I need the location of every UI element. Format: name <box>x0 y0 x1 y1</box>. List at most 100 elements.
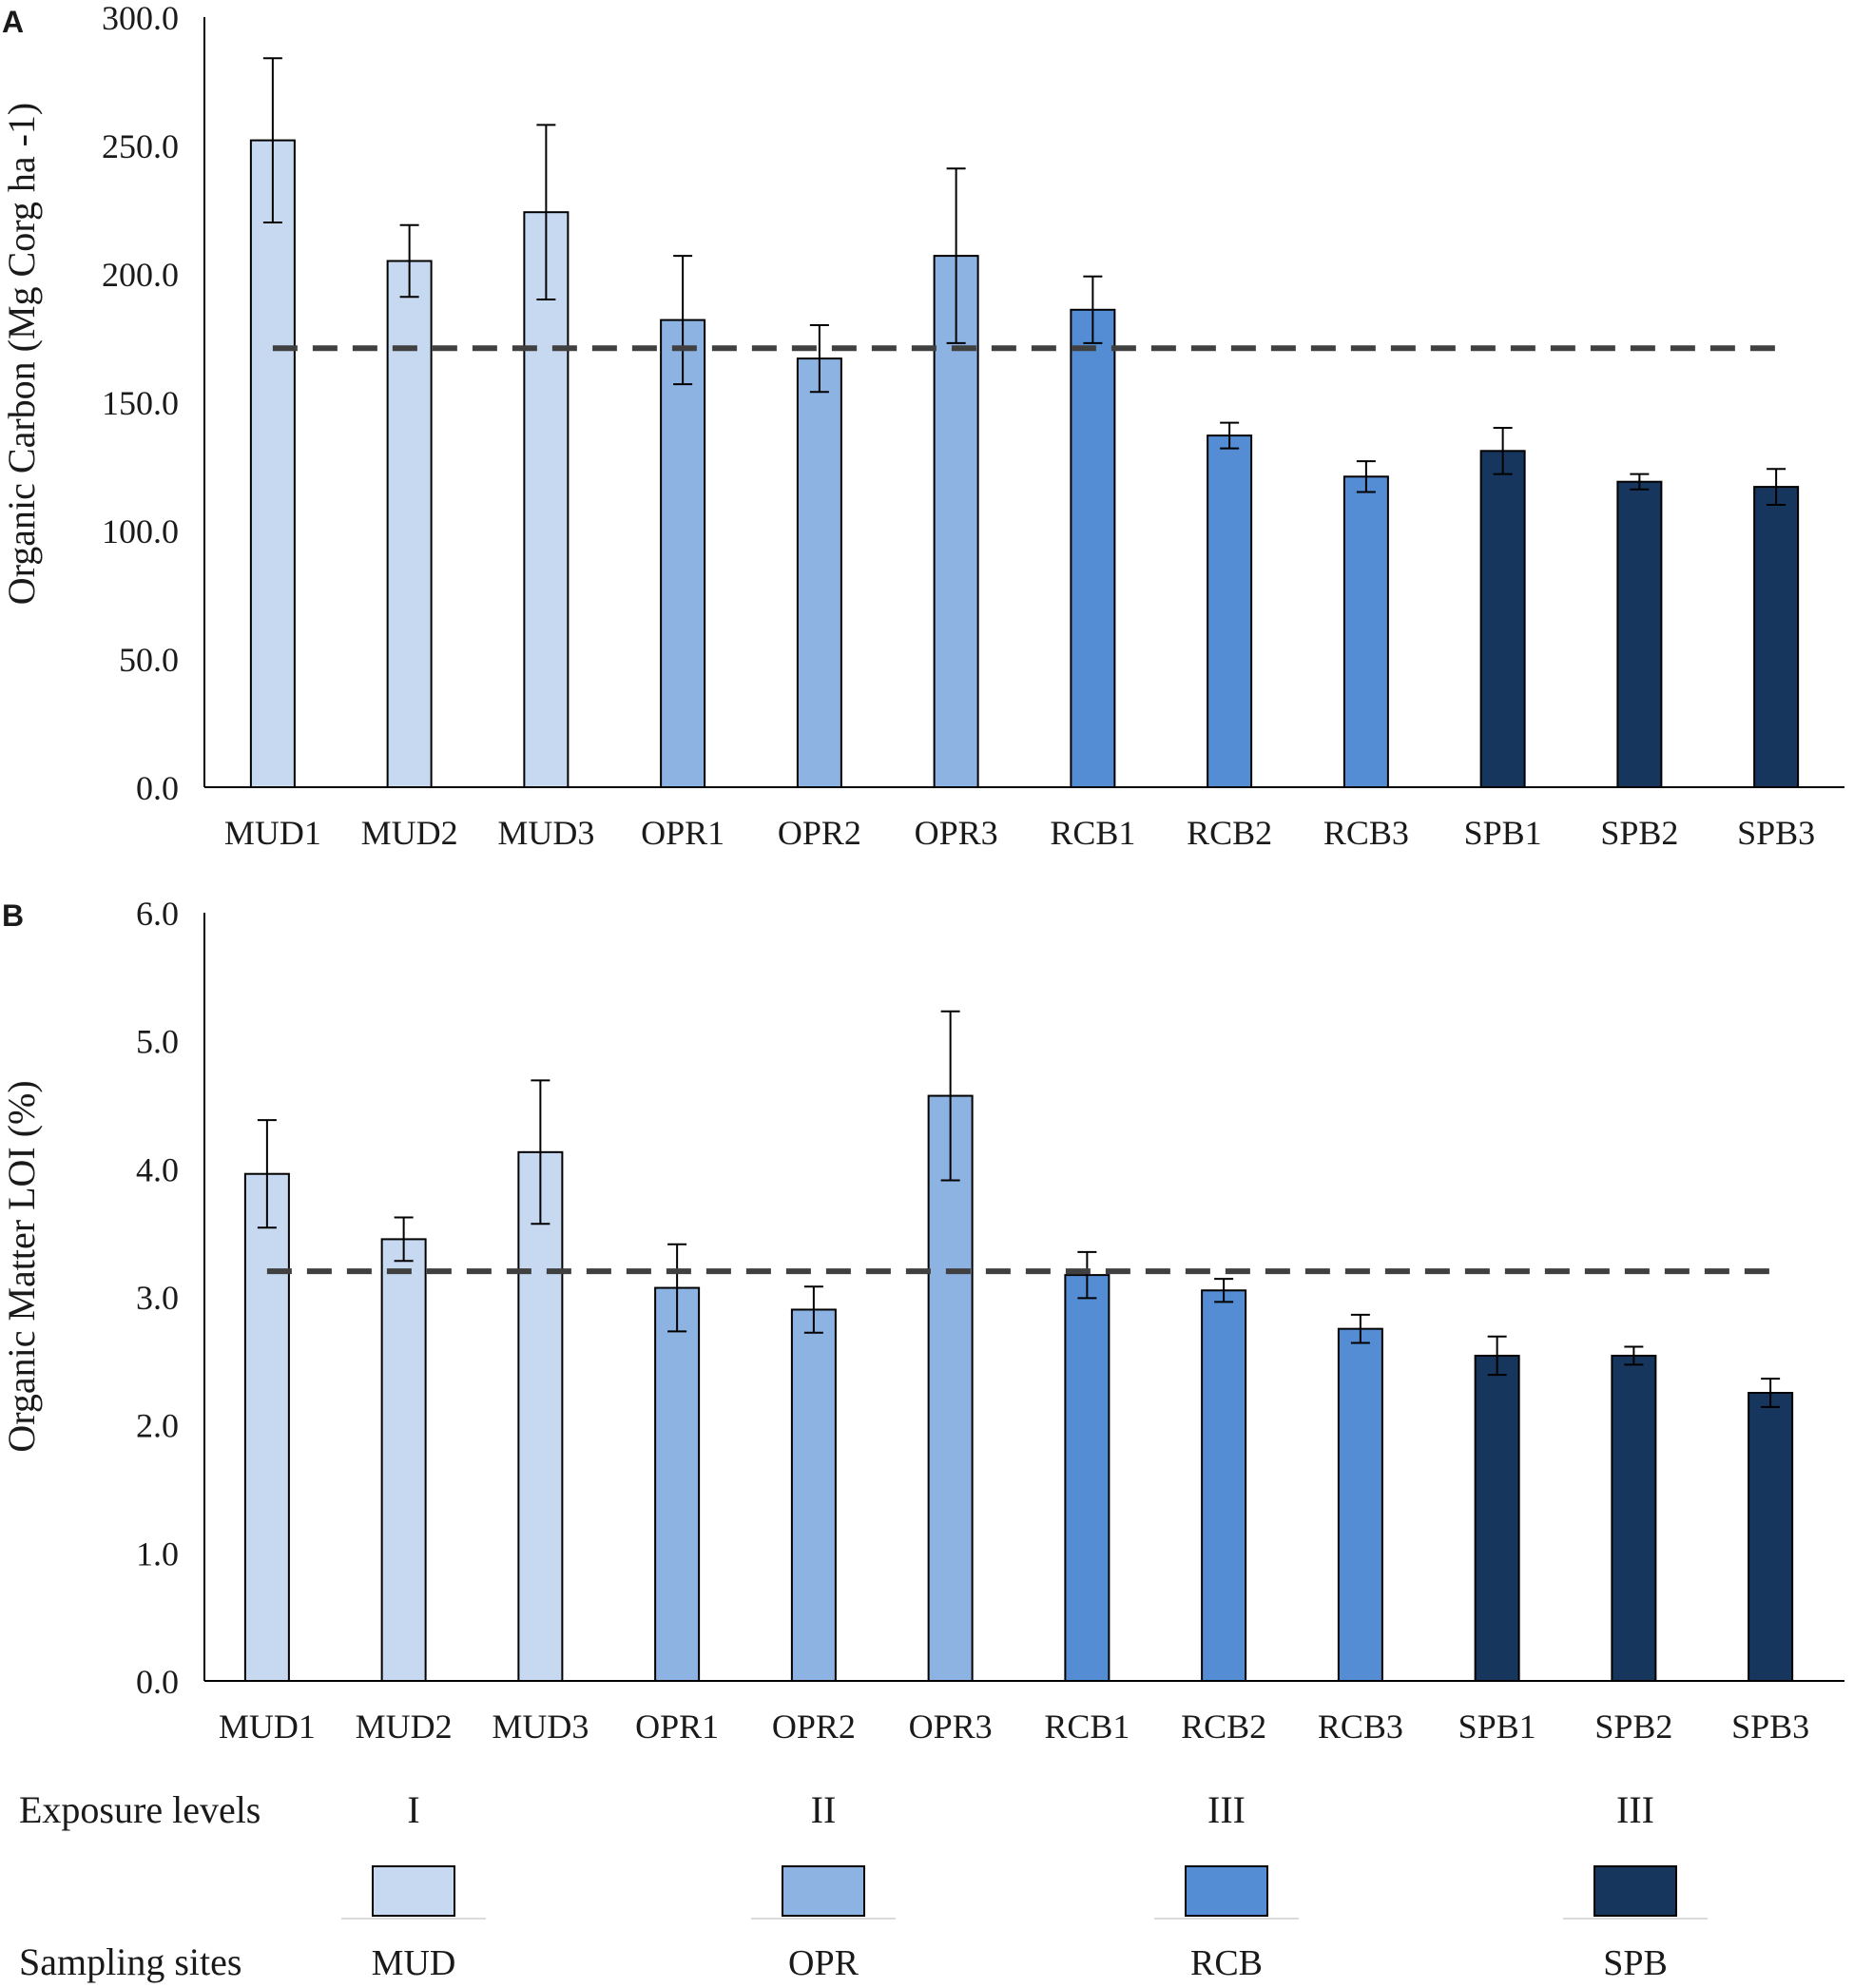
exposure-level-2: II <box>811 1788 837 1831</box>
x-tick-label: RCB3 <box>1318 1708 1403 1746</box>
error-bar-spb3 <box>1767 468 1786 506</box>
panel-b-chart: B Organic Matter LOI (%) 0.0 1.0 2.0 3.0 4.0… <box>0 895 1844 1746</box>
error-bar-mud2 <box>399 223 419 299</box>
error-bar-rcb2 <box>1214 1278 1234 1303</box>
y-tick-label: 200.0 <box>102 256 179 294</box>
x-tick-label: MUD3 <box>492 1708 589 1746</box>
panel-b-letter: B <box>2 898 24 933</box>
y-tick-label: 3.0 <box>136 1279 179 1317</box>
bar-spb2 <box>1611 1354 1657 1682</box>
x-tick-label: MUD1 <box>224 814 321 852</box>
exposure-level-3: III <box>1207 1788 1246 1831</box>
x-tick-label: OPR2 <box>772 1708 856 1746</box>
x-tick-label: OPR1 <box>641 814 724 852</box>
error-bar-rcb1 <box>1077 1250 1097 1300</box>
bar-rcb3 <box>1337 1327 1383 1682</box>
error-bar-rcb2 <box>1220 421 1240 450</box>
exposure-level-1: I <box>407 1788 419 1831</box>
error-bar-mud3 <box>531 1079 550 1226</box>
bar-rcb2 <box>1207 434 1253 788</box>
x-tick-label: SPB1 <box>1458 1708 1536 1746</box>
x-tick-label: RCB1 <box>1044 1708 1130 1746</box>
exposure-levels-label: Exposure levels <box>19 1788 261 1831</box>
bar-opr2 <box>790 1308 837 1682</box>
bar-opr3 <box>927 1094 974 1683</box>
x-tick-label: OPR1 <box>635 1708 719 1746</box>
x-tick-label: RCB2 <box>1181 1708 1266 1746</box>
y-tick-label: 4.0 <box>136 1150 179 1188</box>
error-bar-rcb1 <box>1083 275 1103 344</box>
y-tick-label: 6.0 <box>136 895 179 933</box>
legend-swatch-rcb <box>1185 1865 1268 1917</box>
x-tick-label: SPB3 <box>1737 814 1815 852</box>
x-tick-label: RCB1 <box>1050 814 1135 852</box>
legend-swatch-mud <box>372 1865 455 1917</box>
panel-a-chart: A Organic Carbon (Mg Corg ha -1) 0.0 50.0… <box>0 0 1844 852</box>
sampling-site-spb: SPB <box>1603 1943 1668 1983</box>
bar-spb3 <box>1748 1392 1794 1682</box>
sampling-site-opr: OPR <box>788 1943 859 1983</box>
y-tick-label: 150.0 <box>102 384 179 422</box>
error-bar-mud1 <box>257 1119 277 1229</box>
x-tick-label: OPR3 <box>915 814 998 852</box>
error-bar-mud3 <box>536 124 556 300</box>
x-tick-label: MUD2 <box>361 814 458 852</box>
x-tick-label: MUD1 <box>219 1708 316 1746</box>
x-tick-label: SPB1 <box>1464 814 1542 852</box>
bar-mud1 <box>249 139 296 789</box>
bar-spb2 <box>1616 480 1663 788</box>
error-bar-spb3 <box>1761 1378 1781 1408</box>
bar-opr2 <box>796 357 842 788</box>
y-tick-label: 0.0 <box>136 769 179 807</box>
bar-mud2 <box>380 1238 427 1683</box>
x-tick-label: RCB2 <box>1187 814 1272 852</box>
error-bar-mud1 <box>262 57 282 223</box>
error-bar-spb2 <box>1630 473 1650 491</box>
x-tick-label: SPB2 <box>1594 1708 1672 1746</box>
error-bar-mud2 <box>394 1216 414 1263</box>
bar-mud1 <box>243 1172 290 1682</box>
panel-a-letter: A <box>2 5 24 39</box>
y-tick-label: 300.0 <box>102 0 179 37</box>
y-tick-label: 1.0 <box>136 1534 179 1573</box>
y-tick-label: 5.0 <box>136 1023 179 1061</box>
bar-rcb2 <box>1201 1289 1247 1683</box>
legend-swatch-spb <box>1593 1865 1677 1917</box>
exposure-level-4: III <box>1616 1788 1654 1831</box>
bar-mud2 <box>386 260 433 788</box>
y-tick-label: 0.0 <box>136 1663 179 1701</box>
error-bar-opr2 <box>809 324 829 394</box>
y-tick-label: 2.0 <box>136 1407 179 1445</box>
bar-spb1 <box>1479 450 1526 788</box>
sampling-site-mud: MUD <box>372 1943 456 1983</box>
error-bar-opr3 <box>940 1010 960 1182</box>
sampling-sites-label: Sampling sites <box>19 1940 241 1983</box>
error-bar-opr2 <box>803 1285 823 1334</box>
bar-spb1 <box>1474 1354 1520 1682</box>
panel-a-y-axis-label: Organic Carbon (Mg Corg ha -1) <box>0 103 43 605</box>
x-tick-label: SPB2 <box>1600 814 1678 852</box>
x-tick-label: MUD2 <box>356 1708 453 1746</box>
error-bar-opr1 <box>673 255 693 386</box>
exposure-legend: Exposure levels Sampling sites I MUD II OPR… <box>19 1788 1708 1983</box>
x-tick-label: OPR3 <box>909 1708 993 1746</box>
error-bar-opr3 <box>946 167 966 344</box>
x-tick-label: MUD3 <box>497 814 594 852</box>
y-tick-label: 100.0 <box>102 512 179 550</box>
bar-opr1 <box>654 1286 701 1683</box>
error-bar-rcb3 <box>1356 460 1376 493</box>
y-tick-label: 50.0 <box>119 641 179 679</box>
bar-rcb1 <box>1064 1274 1110 1683</box>
x-tick-label: SPB3 <box>1731 1708 1809 1746</box>
x-tick-label: RCB3 <box>1323 814 1409 852</box>
bar-spb3 <box>1753 486 1800 788</box>
bar-opr1 <box>660 318 706 788</box>
error-bar-rcb3 <box>1350 1313 1370 1344</box>
error-bar-spb1 <box>1493 427 1513 475</box>
panel-b-y-axis-label: Organic Matter LOI (%) <box>0 1080 43 1452</box>
bar-mud3 <box>517 1150 564 1682</box>
bar-rcb1 <box>1070 308 1116 788</box>
legend-swatch-opr <box>782 1865 865 1917</box>
error-bar-spb2 <box>1624 1345 1644 1366</box>
